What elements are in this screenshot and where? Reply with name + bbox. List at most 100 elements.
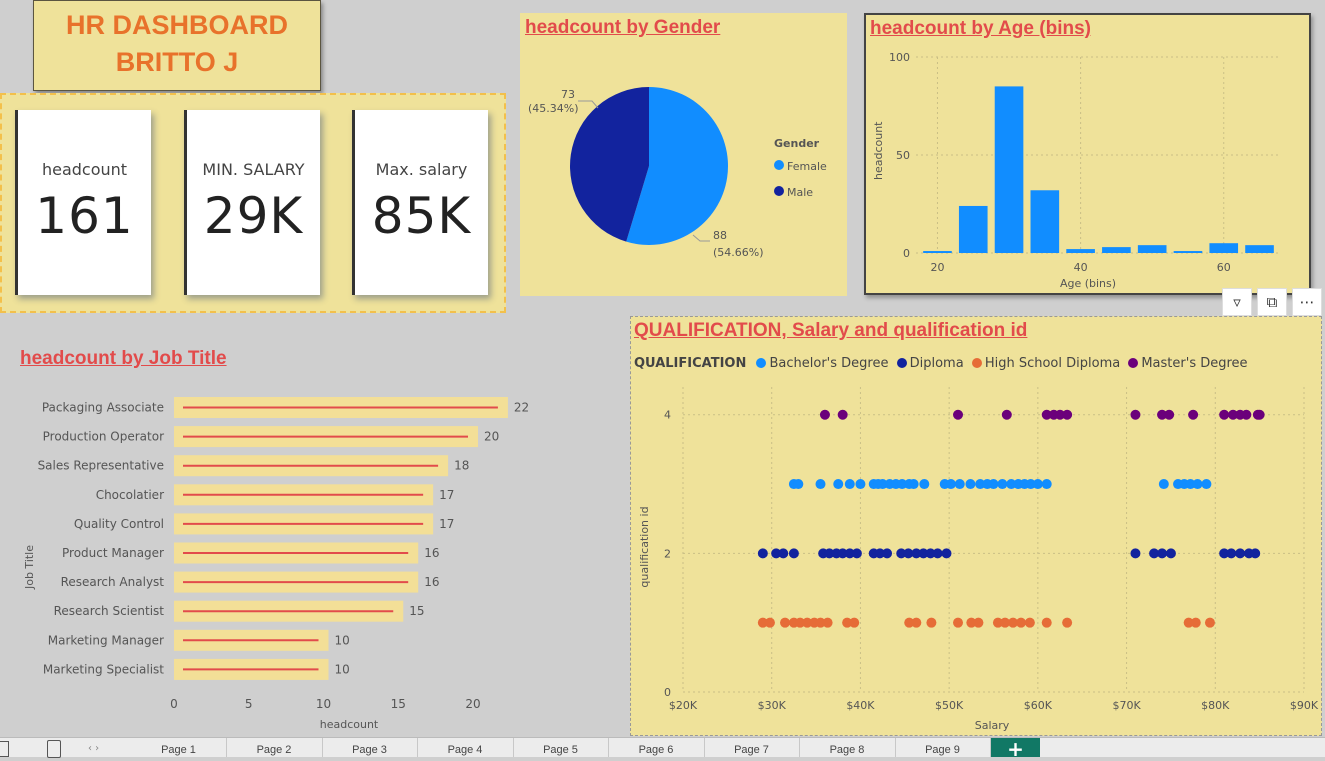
scatter-point[interactable]	[819, 409, 830, 420]
pie-slice-female[interactable]	[626, 87, 728, 245]
scatter-point[interactable]	[897, 479, 908, 490]
scatter-point[interactable]	[1158, 479, 1169, 490]
scatter-point[interactable]	[837, 548, 848, 559]
scatter-point[interactable]	[1219, 548, 1230, 559]
scatter-point[interactable]	[815, 617, 826, 628]
scatter-point[interactable]	[1226, 548, 1237, 559]
more-options-icon[interactable]: ⋯	[1292, 288, 1322, 316]
scatter-chart-panel[interactable]: QUALIFICATION, Salary and qualification …	[630, 316, 1322, 736]
scatter-point[interactable]	[1001, 409, 1012, 420]
scatter-point[interactable]	[815, 479, 826, 490]
scatter-point[interactable]	[966, 617, 977, 628]
scatter-point[interactable]	[953, 617, 964, 628]
scatter-point[interactable]	[1157, 409, 1168, 420]
scatter-point[interactable]	[1130, 409, 1141, 420]
scatter-point[interactable]	[941, 548, 952, 559]
scatter-point[interactable]	[1062, 617, 1073, 628]
age-bar[interactable]	[1102, 247, 1131, 253]
scatter-point[interactable]	[1228, 409, 1239, 420]
scatter-point[interactable]	[1016, 617, 1027, 628]
age-bar[interactable]	[1173, 251, 1203, 253]
scatter-point[interactable]	[793, 479, 804, 490]
scatter-point[interactable]	[1062, 409, 1073, 420]
gender-chart-panel[interactable]: headcount by Gender Gender Female Male 7…	[520, 13, 847, 296]
page-tab[interactable]: Page 3	[322, 738, 418, 757]
page-tab[interactable]: Page 7	[704, 738, 800, 757]
legend-female[interactable]: Female	[787, 160, 827, 173]
scatter-point[interactable]	[965, 479, 976, 490]
scroll-arrows-icon[interactable]: ‹ ›	[88, 743, 100, 754]
scatter-point[interactable]	[795, 617, 806, 628]
scatter-point[interactable]	[851, 548, 862, 559]
legend-male[interactable]: Male	[787, 186, 813, 199]
scatter-point[interactable]	[997, 479, 1008, 490]
scatter-point[interactable]	[1157, 548, 1168, 559]
scatter-point[interactable]	[1235, 548, 1246, 559]
scatter-point[interactable]	[903, 548, 914, 559]
scatter-point[interactable]	[844, 479, 855, 490]
kpi-card-headcount[interactable]: headcount 161	[15, 110, 151, 295]
scatter-point[interactable]	[945, 479, 956, 490]
page-tab[interactable]: Page 9	[895, 738, 991, 757]
scatter-point[interactable]	[926, 617, 937, 628]
scatter-point[interactable]	[837, 409, 848, 420]
age-bar[interactable]	[1066, 249, 1095, 253]
scatter-point[interactable]	[788, 548, 799, 559]
age-bar[interactable]	[994, 86, 1024, 254]
scatter-point[interactable]	[757, 548, 768, 559]
scatter-point[interactable]	[1041, 409, 1052, 420]
age-bar[interactable]	[958, 205, 988, 253]
page-tab[interactable]: Page 5	[513, 738, 609, 757]
scatter-point[interactable]	[1055, 409, 1066, 420]
page-tab[interactable]: Page 2	[227, 738, 323, 757]
scatter-point[interactable]	[953, 409, 964, 420]
page-tab[interactable]: Page 1	[131, 738, 227, 757]
scatter-point[interactable]	[1008, 617, 1019, 628]
scatter-point[interactable]	[925, 548, 936, 559]
age-chart-panel[interactable]: headcount by Age (bins) 0 50 100 20 40 60 hea…	[864, 13, 1311, 295]
scatter-point[interactable]	[1190, 617, 1201, 628]
focus-mode-icon[interactable]: ⧉	[1257, 288, 1287, 316]
scatter-point[interactable]	[855, 479, 866, 490]
scatter-point[interactable]	[1219, 409, 1230, 420]
scatter-point[interactable]	[1025, 479, 1036, 490]
scatter-point[interactable]	[1032, 479, 1043, 490]
scatter-point[interactable]	[992, 617, 1003, 628]
scatter-point[interactable]	[1241, 409, 1252, 420]
age-bar[interactable]	[923, 251, 952, 253]
scatter-point[interactable]	[975, 479, 986, 490]
filter-icon[interactable]: ▿	[1222, 288, 1252, 316]
scatter-point[interactable]	[932, 548, 943, 559]
scatter-point[interactable]	[874, 548, 885, 559]
scatter-point[interactable]	[780, 617, 791, 628]
scatter-point[interactable]	[911, 548, 922, 559]
pie-slice-male[interactable]	[570, 87, 649, 242]
scatter-point[interactable]	[1024, 617, 1035, 628]
scatter-point[interactable]	[1254, 409, 1265, 420]
legend-item-high-school[interactable]: High School Diploma	[971, 356, 1120, 371]
age-bar[interactable]	[1030, 190, 1060, 253]
scatter-point[interactable]	[973, 617, 984, 628]
kpi-card-min-salary[interactable]: MIN. SALARY 29K	[184, 110, 320, 295]
scatter-point[interactable]	[896, 548, 907, 559]
scatter-point[interactable]	[822, 617, 833, 628]
legend-item-diploma[interactable]: Diploma	[896, 356, 964, 371]
scatter-point[interactable]	[911, 617, 922, 628]
scatter-point[interactable]	[954, 479, 965, 490]
page-nav-prev-icon[interactable]	[0, 741, 9, 757]
scatter-point[interactable]	[802, 617, 813, 628]
scatter-point[interactable]	[1250, 548, 1261, 559]
page-tab[interactable]: Page 8	[800, 738, 896, 757]
scatter-point[interactable]	[849, 617, 860, 628]
scatter-point[interactable]	[771, 548, 782, 559]
job-chart-panel[interactable]: headcount by Job Title Packaging Associa…	[0, 315, 620, 737]
scatter-point[interactable]	[1185, 479, 1196, 490]
scatter-point[interactable]	[1130, 548, 1141, 559]
add-page-button[interactable]: +	[991, 738, 1040, 760]
legend-item-masters[interactable]: Master's Degree	[1128, 356, 1248, 371]
scatter-point[interactable]	[1188, 409, 1199, 420]
scatter-point[interactable]	[1041, 617, 1052, 628]
scatter-point[interactable]	[988, 479, 999, 490]
scatter-point[interactable]	[1000, 617, 1011, 628]
scatter-point[interactable]	[908, 479, 919, 490]
